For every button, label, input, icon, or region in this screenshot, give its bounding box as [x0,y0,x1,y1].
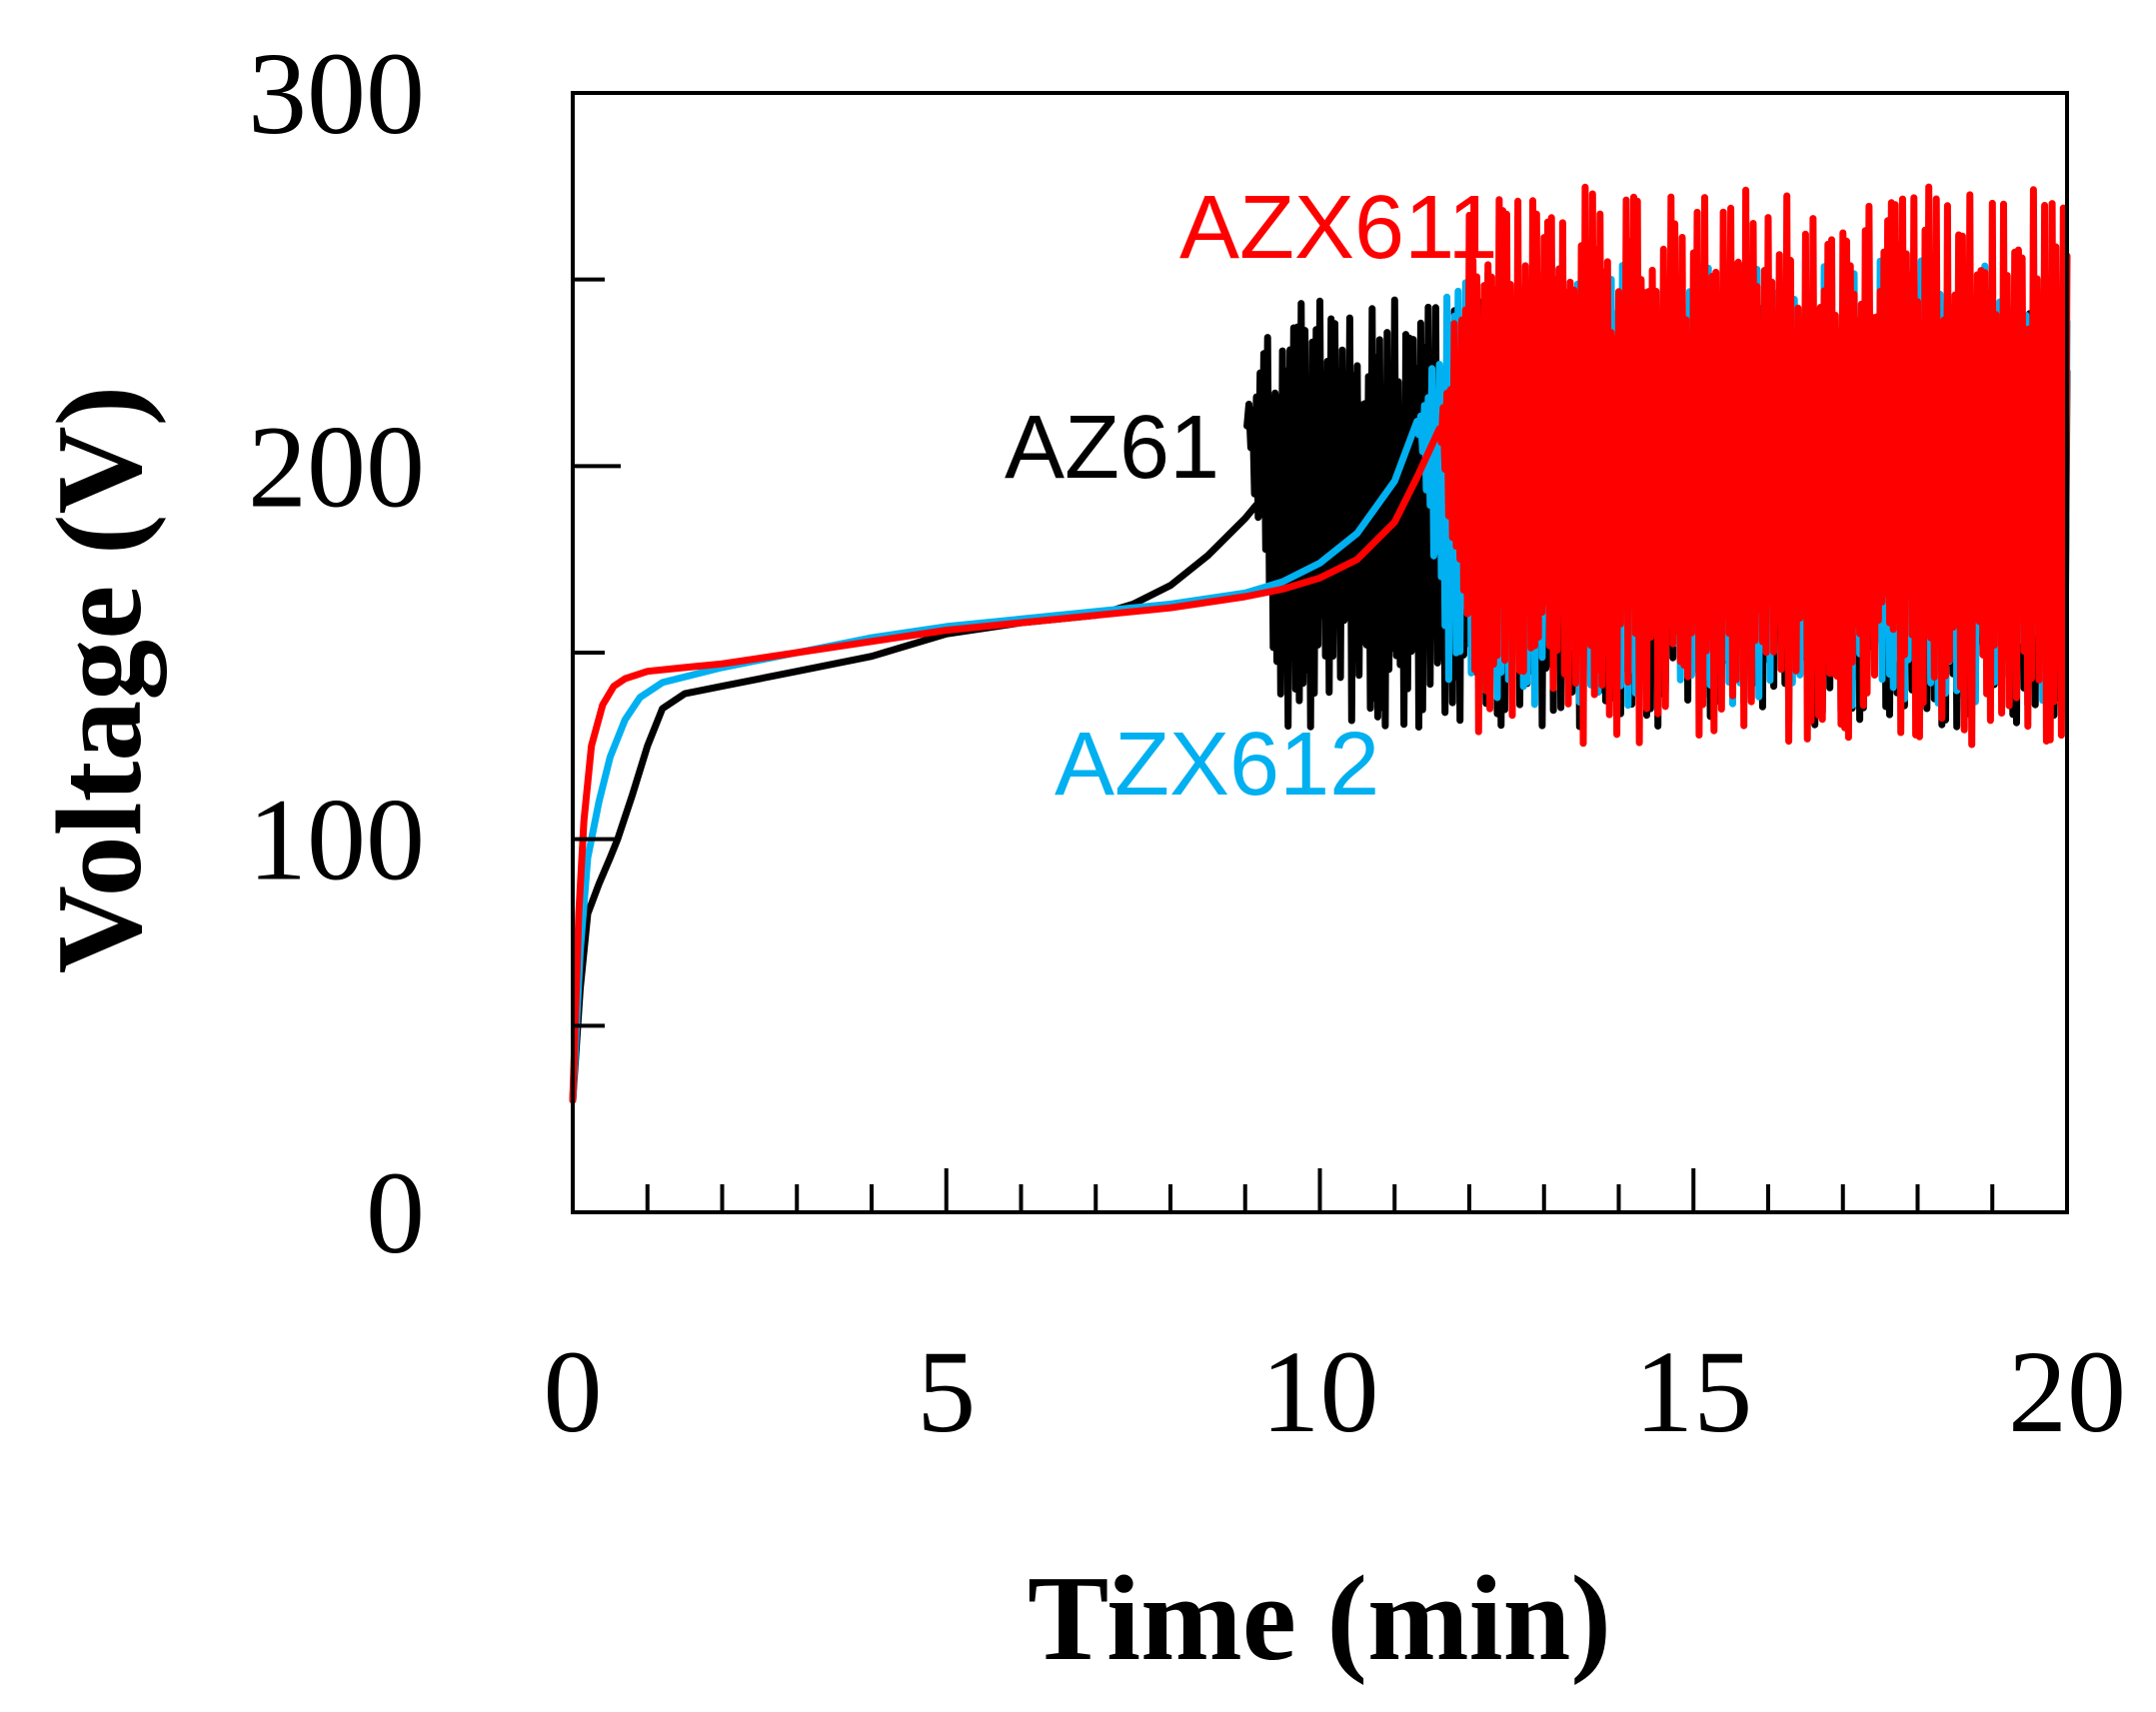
series-label-azx611: AZX611 [1179,178,1498,278]
y-axis-title: Voltage (V) [32,386,167,973]
x-axis-title: Time (min) [1028,1551,1611,1686]
series-label-az61: AZ61 [1005,398,1219,498]
x-tick-label: 20 [2008,1326,2126,1457]
series-line-azx611 [569,183,2071,1104]
y-tick-label: 300 [248,28,425,159]
x-tick-label: 0 [544,1326,603,1457]
x-tick-label: 5 [917,1326,976,1457]
x-tick-label: 10 [1261,1326,1379,1457]
y-tick-label: 100 [248,775,425,905]
series-label-azx612: AZX612 [1055,715,1379,815]
series-layer [569,183,2071,1104]
y-tick-label: 200 [248,401,425,532]
y-tick-label: 0 [366,1147,425,1278]
x-tick-label: 15 [1634,1326,1752,1457]
tick-layer [571,277,2069,1212]
